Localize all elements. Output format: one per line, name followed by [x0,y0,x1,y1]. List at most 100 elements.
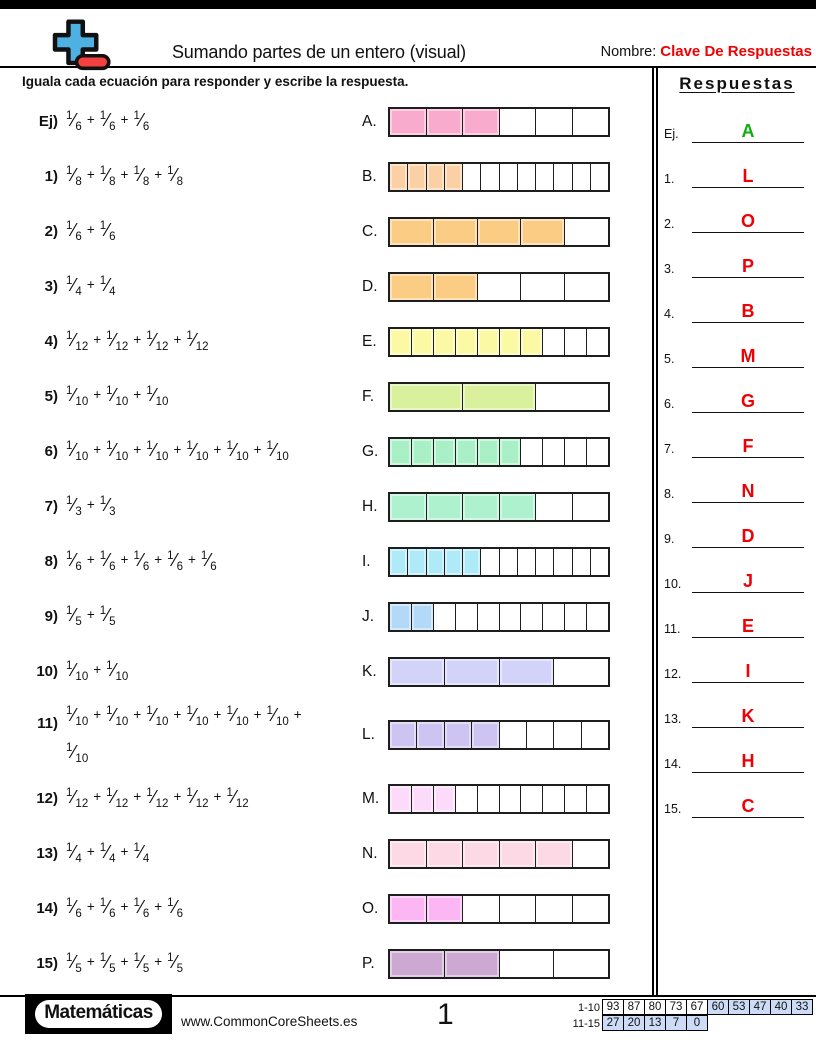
bar-cell [390,785,412,812]
bar-letter: L. [362,726,375,743]
bar-letter: B. [362,167,377,185]
bar-cell [478,785,500,812]
bar-letter: I. [362,552,371,570]
fraction-denominator: 6 [142,561,150,573]
name-row: Nombre: Clave De Respuestas [601,43,812,60]
fraction-denominator: 8 [176,176,183,188]
bar-cell [463,108,500,135]
fraction-bar [388,546,610,577]
fraction: 1⁄10 [106,433,128,470]
bar-cell [565,274,608,300]
bar-cell [543,785,566,812]
bar-cell [390,383,463,410]
fraction: 1⁄10 [106,653,128,690]
bar-cell [536,384,608,410]
bar-cell [565,328,588,355]
score-cell: 27 [602,1015,624,1031]
bar-letter: G. [362,442,379,460]
fraction-numerator: 1 [167,952,174,964]
fraction-bar [388,216,610,247]
bar-cell [500,603,522,630]
bar-cell [463,548,482,575]
fraction-slash: ⁄ [106,842,110,862]
bar-cell [444,658,500,685]
fraction-slash: ⁄ [72,660,76,680]
answer-letter: O [740,211,755,231]
fraction-numerator: 1 [266,705,273,717]
fraction: 1⁄10 [146,433,168,470]
fraction-numerator: 1 [99,550,107,562]
answer-number: 13. [664,712,682,726]
answer-letter: M [740,346,756,366]
bar-letter: P. [362,954,375,972]
bar-cell [426,163,445,190]
bar-cell [554,722,582,748]
fraction-slash: ⁄ [139,897,143,917]
problem-number: 11) [37,715,58,732]
fraction-slash: ⁄ [112,330,116,350]
fraction-numerator: 1 [106,787,113,799]
bar-cell [536,548,555,575]
fraction-slash: ⁄ [207,550,211,570]
bar-cell [587,439,608,465]
score-row: 1-10 93 87 80 73 67 60 53 47 40 33 [564,999,813,1016]
plus-operator: + [86,899,95,914]
bar-letter: K. [362,662,377,680]
bar-cell [565,785,588,812]
fraction-denominator: 10 [235,451,249,463]
fraction-numerator: 1 [66,165,73,177]
answer-line: F [692,437,804,458]
fraction-bar [388,893,610,924]
answer-item: 1. L [664,143,810,188]
plus-operator: + [173,442,182,457]
answer-letter: E [741,616,754,636]
answer-item: 11. E [664,593,810,638]
bar-cell [444,722,473,748]
fraction: 1⁄5 [66,598,82,635]
answer-line: E [692,617,804,638]
bar-cell [390,950,445,977]
bar-cell [463,383,536,410]
problem-number: 9) [44,608,58,625]
fraction-numerator: 1 [99,952,107,964]
bar-cell [444,548,463,575]
bar-cell [455,328,478,355]
bar-cell [500,163,518,190]
answers-title: Respuestas [679,74,795,93]
fraction-numerator: 1 [133,550,140,562]
bar-cell [500,895,536,922]
fraction-slash: ⁄ [139,842,143,862]
fraction-bar [388,381,610,412]
fraction: 1⁄10 [186,433,208,470]
fraction-denominator: 6 [75,231,82,243]
fraction-numerator: 1 [133,842,140,854]
bar-cell [426,493,463,520]
plus-operator: + [213,789,222,804]
plus-operator: + [173,789,182,804]
fraction: 1⁄12 [106,323,128,360]
fraction-bar [388,106,610,137]
bar-cell [433,273,478,300]
fraction-denominator: 10 [155,716,169,728]
answer-line: K [692,707,804,728]
answer-number: 5. [664,352,675,366]
fraction-bar [388,656,610,687]
score-cell: 47 [749,999,771,1015]
bar-cell [521,273,566,300]
problem-equation: 1⁄6 +1⁄6 +1⁄6 +1⁄6 [66,890,362,927]
fraction-denominator: 6 [109,231,116,243]
bar-cell [434,603,456,630]
website-url: www.CommonCoreSheets.es [181,1014,358,1029]
bar-cell [500,108,536,135]
score-cell: 67 [686,999,708,1015]
fraction-bar [388,271,610,302]
answer-item: 9. D [664,503,810,548]
fraction-numerator: 1 [66,440,73,452]
fraction-numerator: 1 [226,787,233,799]
fraction-slash: ⁄ [173,550,177,570]
bar-cell [463,895,500,922]
answer-number: Ej. [664,127,679,141]
bar-cell [411,438,434,465]
worksheet-row: 9) 1⁄5 +1⁄5 J. [22,589,652,644]
fraction-slash: ⁄ [173,165,177,185]
